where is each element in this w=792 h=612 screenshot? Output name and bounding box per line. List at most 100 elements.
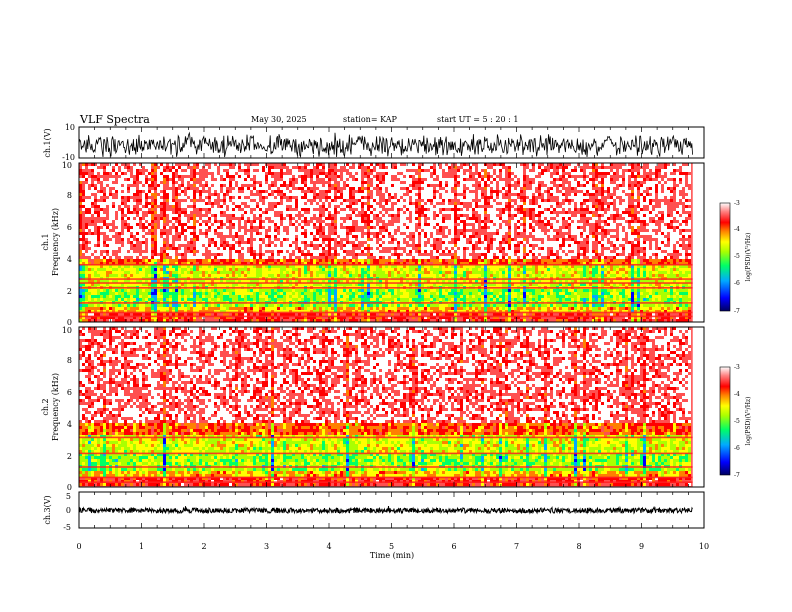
spectrogram-cell bbox=[412, 196, 415, 199]
spectrogram-cell bbox=[517, 175, 520, 178]
spectrogram-cell bbox=[568, 187, 571, 190]
spectrogram-cell bbox=[514, 172, 517, 175]
spectrogram-cell bbox=[316, 199, 319, 202]
spectrogram-cell bbox=[343, 196, 346, 199]
spectrogram-cell bbox=[283, 169, 286, 172]
spectrogram-cell bbox=[559, 184, 562, 187]
spectrogram-cell bbox=[241, 184, 244, 187]
spectrogram-cell bbox=[454, 184, 457, 187]
spectrogram-cell bbox=[265, 178, 268, 181]
spectrogram-cell bbox=[394, 196, 397, 199]
spectrogram-cell bbox=[223, 187, 226, 190]
spectrogram-cell bbox=[550, 202, 553, 205]
spectrogram-cell bbox=[553, 172, 556, 175]
spectrogram-cell bbox=[211, 178, 214, 181]
spectrogram-cell bbox=[238, 169, 241, 172]
spectrogram-cell bbox=[307, 199, 310, 202]
spectrogram-cell bbox=[109, 172, 112, 175]
spectrogram-cell bbox=[229, 196, 232, 199]
spectrogram-cell bbox=[190, 184, 193, 187]
spectrogram-cell bbox=[613, 187, 616, 190]
spectrogram-cell bbox=[205, 199, 208, 202]
spectrogram-cell bbox=[529, 196, 532, 199]
spectrogram-cell bbox=[181, 169, 184, 172]
spectrogram-cell bbox=[244, 187, 247, 190]
spectrogram-cell bbox=[103, 178, 106, 181]
spectrogram-cell bbox=[355, 193, 358, 196]
spectrogram-cell bbox=[280, 196, 283, 199]
spectrogram-cell bbox=[409, 181, 412, 184]
spectrogram-cell bbox=[235, 193, 238, 196]
spectrogram-cell bbox=[679, 190, 682, 193]
spectrogram-cell bbox=[442, 184, 445, 187]
spectrogram-cell bbox=[364, 169, 367, 172]
spectrogram-cell bbox=[637, 178, 640, 181]
spectrogram-cell bbox=[508, 202, 511, 205]
spectrogram-cell bbox=[232, 199, 235, 202]
spectrogram-cell bbox=[439, 178, 442, 181]
spectrogram-cell bbox=[442, 190, 445, 193]
spectrogram-cell bbox=[112, 166, 115, 169]
spectrogram-cell bbox=[82, 181, 85, 184]
spectrogram-cell bbox=[328, 178, 331, 181]
spectrogram-cell bbox=[454, 166, 457, 169]
spectrogram-cell bbox=[565, 175, 568, 178]
spectrogram-cell bbox=[631, 169, 634, 172]
spectrogram-cell bbox=[304, 199, 307, 202]
spectrogram-cell bbox=[328, 193, 331, 196]
spectrogram-cell bbox=[571, 166, 574, 169]
spectrogram-cell bbox=[565, 181, 568, 184]
spectrogram-cell bbox=[397, 199, 400, 202]
spectrogram-cell bbox=[256, 199, 259, 202]
spectrogram-cell bbox=[607, 187, 610, 190]
spectrogram-cell bbox=[634, 202, 637, 205]
spectrogram-cell bbox=[85, 196, 88, 199]
spectrogram-cell bbox=[364, 196, 367, 199]
spectrogram-cell bbox=[220, 187, 223, 190]
spectrogram-cell bbox=[271, 181, 274, 184]
spectrogram-cell bbox=[439, 190, 442, 193]
spectrogram-cell bbox=[142, 199, 145, 202]
spectrogram-cell bbox=[91, 202, 94, 205]
spectrogram-cell bbox=[499, 172, 502, 175]
spectrogram-cell bbox=[109, 178, 112, 181]
spectrogram-cell bbox=[646, 169, 649, 172]
spectrogram-cell bbox=[673, 166, 676, 169]
spectrogram-cell bbox=[187, 202, 190, 205]
spectrogram-cell bbox=[553, 184, 556, 187]
spectrogram-cell bbox=[601, 190, 604, 193]
spectrogram-cell bbox=[307, 166, 310, 169]
spectrogram-cell bbox=[235, 190, 238, 193]
spectrogram-cell bbox=[196, 199, 199, 202]
spectrogram-cell bbox=[316, 193, 319, 196]
spectrogram-cell bbox=[136, 184, 139, 187]
spectrogram-cell bbox=[286, 184, 289, 187]
spectrogram-cell bbox=[466, 184, 469, 187]
spectrogram-cell bbox=[115, 193, 118, 196]
spectrogram-cell bbox=[94, 166, 97, 169]
spectrogram-cell bbox=[217, 202, 220, 205]
spectrogram-cell bbox=[589, 202, 592, 205]
spectrogram-cell bbox=[334, 190, 337, 193]
spectrogram-cell bbox=[169, 175, 172, 178]
spectrogram-cell bbox=[508, 166, 511, 169]
spectrogram-cell bbox=[256, 202, 259, 205]
spectrogram-cell bbox=[331, 175, 334, 178]
spectrogram-cell bbox=[655, 202, 658, 205]
spectrogram-cell bbox=[127, 190, 130, 193]
spectrogram-cell bbox=[91, 166, 94, 169]
spectrogram-cell bbox=[628, 199, 631, 202]
spectrogram-cell bbox=[253, 166, 256, 169]
spectrogram-cell bbox=[325, 196, 328, 199]
spectrogram-cell bbox=[289, 187, 292, 190]
spectrogram-cell bbox=[475, 199, 478, 202]
spectrogram-cell bbox=[367, 172, 370, 175]
spectrogram-cell bbox=[379, 172, 382, 175]
spectrogram-cell bbox=[262, 199, 265, 202]
spectrogram-cell bbox=[115, 166, 118, 169]
spectrogram-cell bbox=[577, 190, 580, 193]
spectrogram-cell bbox=[268, 178, 271, 181]
spectrogram-cell bbox=[301, 199, 304, 202]
spectrogram-cell bbox=[382, 202, 385, 205]
spectrogram-cell bbox=[619, 187, 622, 190]
